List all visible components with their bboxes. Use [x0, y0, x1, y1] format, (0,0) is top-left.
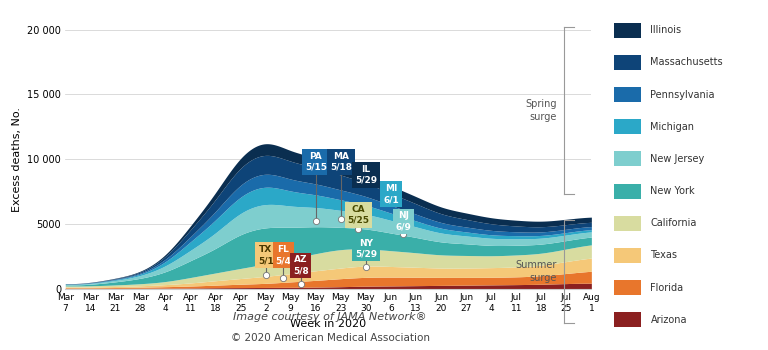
Text: © 2020 American Medical Association: © 2020 American Medical Association — [230, 333, 430, 343]
Text: IL
5/29: IL 5/29 — [355, 165, 377, 185]
Text: Texas: Texas — [650, 251, 677, 260]
Text: PA
5/15: PA 5/15 — [305, 152, 327, 172]
Text: Illinois: Illinois — [650, 25, 682, 35]
FancyBboxPatch shape — [614, 151, 641, 167]
Text: New York: New York — [650, 186, 695, 196]
FancyBboxPatch shape — [614, 248, 641, 263]
Text: Massachusetts: Massachusetts — [650, 57, 723, 67]
FancyBboxPatch shape — [614, 55, 641, 70]
Text: NJ
6/9: NJ 6/9 — [396, 211, 412, 231]
Text: MI
6/1: MI 6/1 — [383, 184, 399, 204]
FancyBboxPatch shape — [614, 312, 641, 328]
FancyBboxPatch shape — [614, 87, 641, 102]
Text: FL
5/4: FL 5/4 — [275, 245, 291, 265]
Text: NY
5/29: NY 5/29 — [355, 239, 377, 259]
X-axis label: Week in 2020: Week in 2020 — [290, 318, 366, 329]
Text: Arizona: Arizona — [650, 315, 687, 325]
FancyBboxPatch shape — [614, 22, 641, 38]
Y-axis label: Excess deaths, No.: Excess deaths, No. — [12, 107, 22, 212]
FancyBboxPatch shape — [614, 280, 641, 295]
Text: Summer
surge: Summer surge — [515, 260, 557, 283]
Text: Spring
surge: Spring surge — [525, 99, 557, 122]
FancyBboxPatch shape — [614, 119, 641, 134]
Text: TX
5/1: TX 5/1 — [258, 245, 273, 265]
Text: CA
5/25: CA 5/25 — [347, 205, 369, 225]
Text: California: California — [650, 218, 697, 228]
FancyBboxPatch shape — [614, 183, 641, 199]
Text: Michigan: Michigan — [650, 122, 694, 132]
Text: Florida: Florida — [650, 283, 684, 293]
FancyBboxPatch shape — [614, 216, 641, 231]
Text: AZ
5/8: AZ 5/8 — [293, 256, 309, 275]
Text: Pennsylvania: Pennsylvania — [650, 90, 715, 99]
Text: New Jersey: New Jersey — [650, 154, 705, 164]
Text: MA
5/18: MA 5/18 — [329, 152, 352, 172]
Text: Image courtesy of JAMA Network®: Image courtesy of JAMA Network® — [233, 312, 427, 322]
